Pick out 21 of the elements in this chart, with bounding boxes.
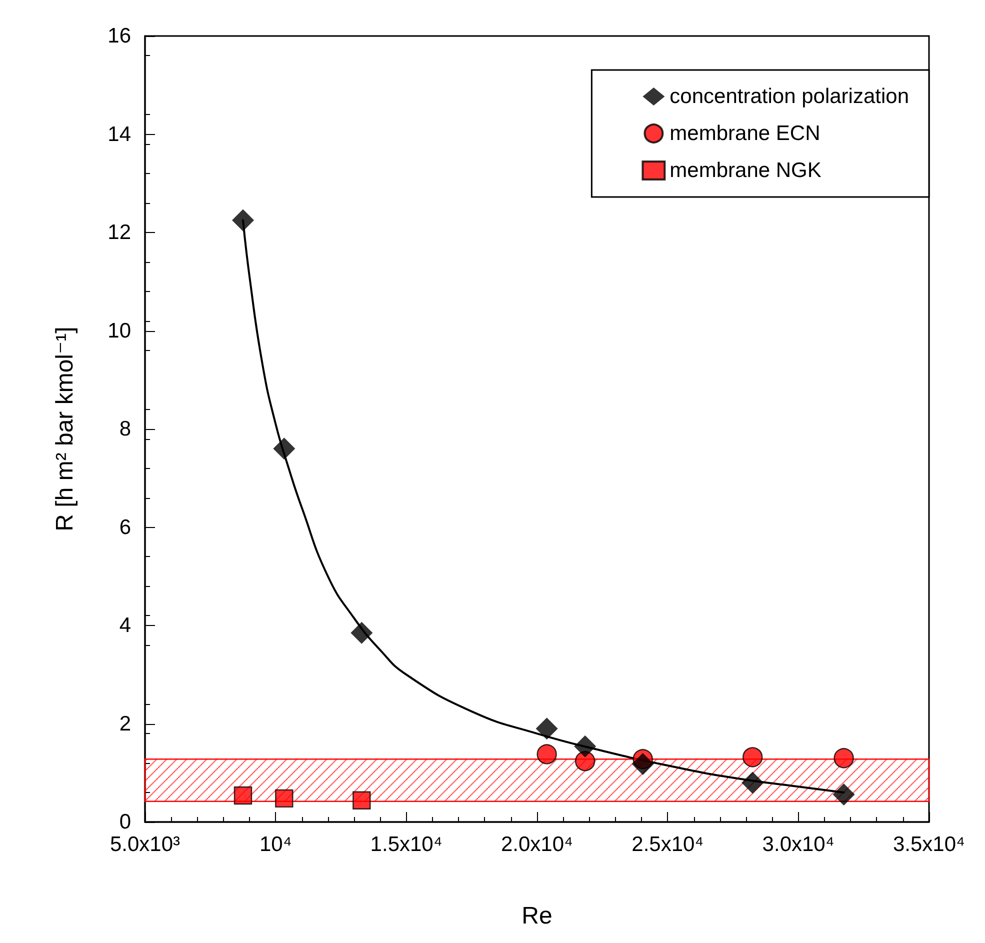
x-tick-label: 2.0x10⁴ [500, 833, 574, 856]
y-tick-label: 12 [108, 221, 131, 244]
y-axis-title: R [h m² bar kmol⁻¹] [52, 326, 78, 532]
y-tick-label: 16 [108, 24, 131, 48]
x-axis-title: Re [522, 902, 552, 930]
y-tick-label: 2 [119, 712, 131, 736]
x-tick-label: 5.0x10³ [110, 833, 180, 856]
legend-label: concentration polarization [670, 85, 910, 108]
y-tick-label: 4 [119, 614, 132, 637]
legend-label: membrane NGK [670, 159, 822, 182]
legend-label: membrane ECN [670, 122, 820, 145]
x-tick-label: 2.5x10⁴ [632, 833, 704, 856]
x-tick-label: 1.5x10⁴ [370, 833, 442, 856]
x-tick-label: 3.0x10⁴ [762, 833, 834, 856]
y-tick-label: 0 [119, 810, 131, 834]
y-tick-label: 8 [119, 418, 131, 440]
y-tick-label: 14 [108, 122, 132, 146]
y-tick-label: 10 [108, 319, 131, 342]
x-tick-label: 10⁴ [259, 833, 292, 856]
x-tick-label: 3.5x10⁴ [892, 833, 966, 856]
y-tick-label: 6 [119, 516, 131, 539]
